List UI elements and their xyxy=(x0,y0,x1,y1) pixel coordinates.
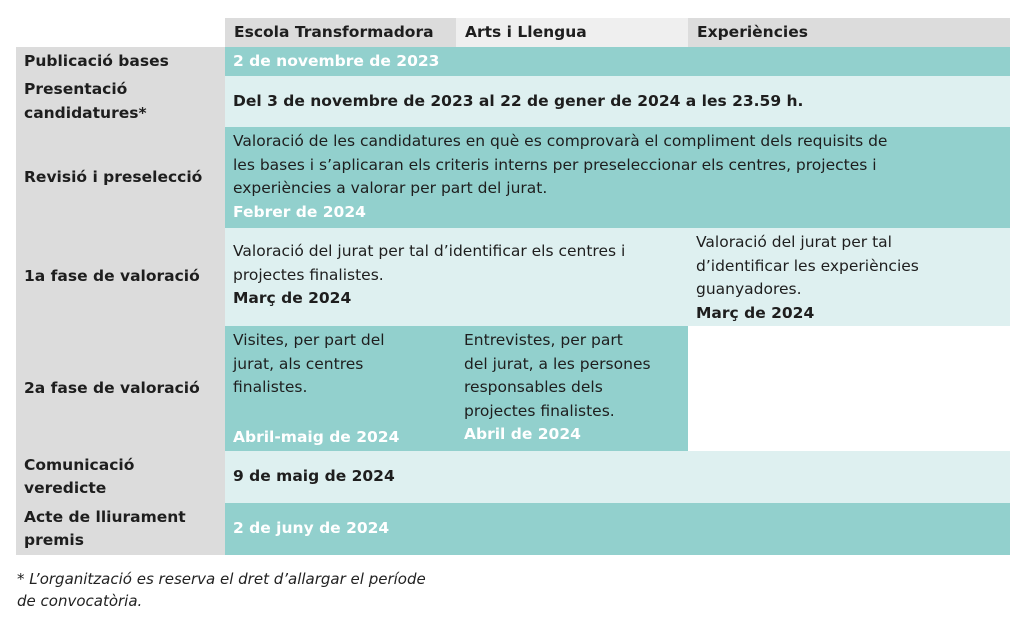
row-label-publicacio: Publicació bases xyxy=(16,47,225,76)
fase2-experiencies-empty xyxy=(688,326,1010,451)
presentacio-text: Del 3 de novembre de 2023 al 22 de gener… xyxy=(225,76,1010,127)
fase2-a-line2: jurat, als centres xyxy=(233,354,364,373)
comunicacio-date: 9 de maig de 2024 xyxy=(225,451,1010,503)
revisio-line3: experiències a valorar per part del jura… xyxy=(233,179,548,197)
row-label-presentacio: Presentació candidatures* xyxy=(16,76,225,127)
publicacio-date: 2 de novembre de 2023 xyxy=(225,47,1010,76)
fase1-left-line2: projectes finalistes. xyxy=(233,265,384,284)
acte-label-line2: premis xyxy=(24,531,84,549)
row-label-fase2: 2a fase de valoració xyxy=(16,326,225,451)
fase1-right-line1: Valoració del jurat per tal xyxy=(696,233,892,251)
presentacio-label-line1: Presentació xyxy=(24,80,128,98)
footnote-line2: de convocatòria. xyxy=(17,592,143,610)
revisio-date: Febrer de 2024 xyxy=(233,202,366,221)
fase2-b-line4: projectes finalistes. xyxy=(464,401,615,420)
header-arts-i-llengua: Arts i Llengua xyxy=(456,18,688,47)
fase1-left-date: Març de 2024 xyxy=(233,289,352,307)
fase2-arts: Entrevistes, per part del jurat, a les p… xyxy=(456,326,688,451)
row-label-revisio: Revisió i preselecció xyxy=(16,127,225,228)
footnote: * L’organització es reserva el dret d’al… xyxy=(17,568,426,612)
revisio-description: Valoració de les candidatures en què es … xyxy=(225,127,1010,228)
revisio-line1: Valoració de les candidatures en què es … xyxy=(233,132,888,150)
fase2-a-spacer xyxy=(233,400,448,426)
fase2-b-line2: del jurat, a les persones xyxy=(464,354,651,373)
fase2-b-line1: Entrevistes, per part xyxy=(464,331,623,349)
fase1-right-line2: d’identificar les experiències xyxy=(696,256,919,275)
fase2-escola: Visites, per part del jurat, als centres… xyxy=(225,326,456,451)
timeline-table: Escola Transformadora Arts i Llengua Exp… xyxy=(16,18,1010,555)
comunicacio-label-line2: veredicte xyxy=(24,479,107,497)
fase2-a-line1: Visites, per part del xyxy=(233,331,385,349)
fase1-right-date: Març de 2024 xyxy=(696,303,815,322)
fase2-b-line3: responsables dels xyxy=(464,378,603,396)
row-label-comunicacio: Comunicació veredicte xyxy=(16,451,225,503)
presentacio-label-line2: candidatures* xyxy=(24,103,147,122)
fase2-a-line3: finalistes. xyxy=(233,378,308,396)
row-label-acte: Acte de lliurament premis xyxy=(16,503,225,555)
acte-date: 2 de juny de 2024 xyxy=(225,503,1010,555)
header-escola-transformadora: Escola Transformadora xyxy=(225,18,456,47)
fase2-a-date: Abril-maig de 2024 xyxy=(233,427,400,446)
footnote-line1: * L’organització es reserva el dret d’al… xyxy=(17,570,426,588)
fase1-escola-arts: Valoració del jurat per tal d’identifica… xyxy=(225,228,688,326)
row-label-fase1: 1a fase de valoració xyxy=(16,228,225,326)
header-empty-corner xyxy=(16,18,225,47)
fase1-right-line3: guanyadores. xyxy=(696,280,802,298)
fase1-left-line1: Valoració del jurat per tal d’identifica… xyxy=(233,242,626,260)
header-experiencies: Experiències xyxy=(688,18,1010,47)
fase1-experiencies: Valoració del jurat per tal d’identifica… xyxy=(688,228,1010,326)
fase2-b-date: Abril de 2024 xyxy=(464,425,581,443)
comunicacio-label-line1: Comunicació xyxy=(24,455,135,474)
acte-label-line1: Acte de lliurament xyxy=(24,507,186,526)
revisio-line2: les bases i s’aplicaran els criteris int… xyxy=(233,155,877,174)
